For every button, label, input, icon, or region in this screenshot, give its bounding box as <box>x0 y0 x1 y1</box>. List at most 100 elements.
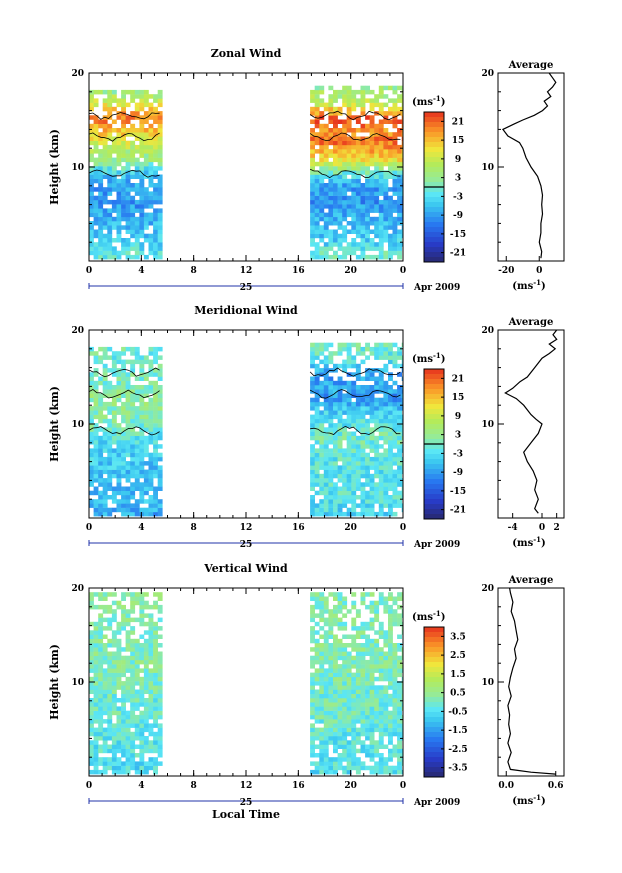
heatmap-cell <box>378 744 384 749</box>
heatmap-cell <box>333 410 338 415</box>
heatmap-cell <box>102 710 108 716</box>
heatmap-cell <box>355 183 361 188</box>
heatmap-cell <box>125 617 131 623</box>
heatmap-cell <box>337 676 343 682</box>
heatmap-cell <box>328 119 334 124</box>
heatmap-cell <box>342 136 348 141</box>
heatmap-cell <box>346 418 352 424</box>
heatmap-cell <box>134 187 140 192</box>
heatmap-cell <box>148 452 154 458</box>
heatmap-cell <box>369 698 375 703</box>
heatmap-cell <box>107 166 113 171</box>
heatmap-cell <box>337 681 343 686</box>
heatmap-cell <box>148 456 154 462</box>
heatmap-cell <box>121 655 126 661</box>
heatmap-cell <box>157 617 163 623</box>
heatmap-cell <box>93 423 99 428</box>
heatmap-cell <box>125 149 131 154</box>
heatmap-cell <box>116 655 122 661</box>
heatmap-cell <box>157 423 163 428</box>
heatmap-cell <box>121 465 126 470</box>
heatmap-cell <box>116 473 122 479</box>
heatmap-cell <box>139 144 145 150</box>
heatmap-cell <box>365 664 370 669</box>
heatmap-cell <box>89 499 94 504</box>
heatmap-cell <box>139 757 145 762</box>
heatmap-cell <box>360 744 366 749</box>
heatmap-cell <box>337 414 343 420</box>
heatmap-cell <box>134 149 140 154</box>
heatmap-cell <box>369 465 375 470</box>
heatmap-cell <box>116 170 122 175</box>
x-tick-label: 0 <box>86 266 92 276</box>
heatmap-cell <box>130 128 136 133</box>
heatmap-cell <box>89 410 94 415</box>
heatmap-cell <box>130 744 136 749</box>
heatmap-cell <box>107 672 113 678</box>
colorbar-tick-label: -15 <box>450 487 466 497</box>
heatmap-cell <box>319 346 325 352</box>
heatmap-cell <box>333 380 338 386</box>
heatmap-cell <box>397 490 402 496</box>
heatmap-cell <box>121 102 126 108</box>
heatmap-cell <box>139 208 145 213</box>
heatmap-cell <box>383 448 389 453</box>
heatmap-cell <box>346 410 352 415</box>
heatmap-cell <box>314 676 320 682</box>
heatmap-cell <box>369 643 375 648</box>
heatmap-cell <box>314 376 320 381</box>
heatmap-cell <box>314 431 320 436</box>
heatmap-cell <box>355 372 361 377</box>
heatmap-cell <box>328 111 334 116</box>
heatmap-cell <box>107 393 113 398</box>
heatmap-cell <box>355 456 361 462</box>
heatmap-cell <box>93 761 99 766</box>
colorbar-step <box>424 692 444 698</box>
heatmap-cell <box>98 672 104 678</box>
heatmap-cell <box>125 195 131 201</box>
heatmap-cell <box>388 693 393 699</box>
heatmap-cell <box>378 153 384 158</box>
heatmap-cell <box>107 651 113 656</box>
heatmap-cell <box>342 736 348 741</box>
heatmap-cell <box>121 769 126 775</box>
heatmap-cell <box>346 469 352 475</box>
heatmap-cell <box>355 221 361 226</box>
heatmap-cell <box>143 473 149 479</box>
heatmap-cell <box>360 111 366 116</box>
heatmap-cell <box>107 250 113 256</box>
heatmap-cell <box>107 346 113 352</box>
heatmap-cell <box>337 714 343 720</box>
heatmap-cell <box>116 191 122 196</box>
heatmap-cell <box>319 170 325 175</box>
colorbar-step <box>424 409 444 415</box>
heatmap-cell <box>93 431 99 436</box>
heatmap-cell <box>388 655 393 661</box>
heatmap-cell <box>153 668 158 673</box>
heatmap-cell <box>89 600 94 606</box>
colorbar-step <box>424 474 444 480</box>
heatmap-cell <box>153 216 158 222</box>
heatmap-cell <box>342 452 348 458</box>
heatmap-cell <box>360 626 366 631</box>
heatmap-cell <box>397 765 402 771</box>
heatmap-cell <box>125 380 131 386</box>
heatmap-cell <box>369 511 375 517</box>
heatmap-cell <box>383 664 389 669</box>
heatmap-cell <box>134 246 140 251</box>
heatmap-cell <box>355 406 361 411</box>
heatmap-cell <box>314 719 320 724</box>
heatmap-cell <box>342 102 348 108</box>
heatmap-cell <box>157 242 163 247</box>
heatmap-cell <box>139 651 145 656</box>
heatmap-cell <box>121 363 126 369</box>
heatmap-cell <box>351 765 357 771</box>
y-tick-label: 10 <box>71 420 84 430</box>
x-tick-label: 12 <box>240 266 253 276</box>
heatmap-cell <box>157 418 163 424</box>
heatmap-cell <box>102 132 108 137</box>
heatmap-cell <box>351 149 357 154</box>
heatmap-cell <box>374 183 380 188</box>
heatmap-cell <box>98 229 104 234</box>
heatmap-cell <box>365 681 370 686</box>
